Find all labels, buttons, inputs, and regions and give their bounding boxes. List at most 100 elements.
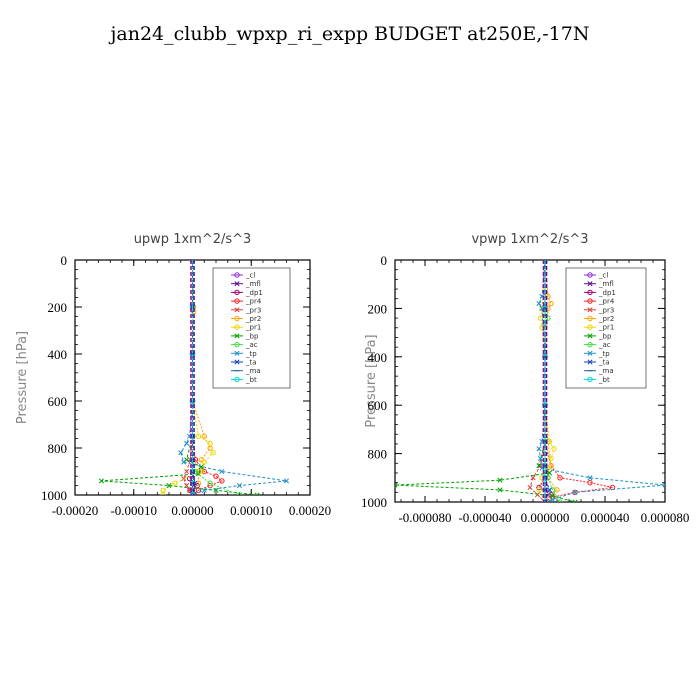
legend: _cl_mfl_dp1_pr4_pr3_pr2_pr1_bp_ac_tp_ta_… (565, 267, 647, 389)
legend-marker (587, 376, 593, 383)
legend-marker (587, 307, 593, 313)
series-point (201, 459, 207, 465)
series-point (98, 478, 104, 484)
series-point (213, 473, 219, 479)
series-point (542, 260, 548, 263)
series-point (172, 480, 178, 486)
legend-label: _bt (598, 376, 610, 384)
series-point (546, 487, 553, 493)
x-tick-label: 0.00000 (171, 503, 213, 518)
legend-label: _tp (245, 350, 257, 358)
legend-label: _pr2 (598, 315, 614, 323)
chart-panel-2: vpwp 1xm^2/s^3 Pressure [hPa] -0.000080 -0.… (361, 232, 689, 525)
series-point (236, 492, 243, 495)
plot-area (395, 260, 665, 502)
y-tick-label: 400 (368, 350, 388, 365)
legend-label: _pr4 (598, 298, 615, 306)
legend-marker (234, 289, 240, 296)
legend-marker (234, 350, 240, 356)
legend-marker (587, 359, 593, 365)
series-point (201, 468, 207, 475)
legend-label: _ac (598, 341, 611, 349)
legend-marker (234, 333, 240, 339)
legend-marker (587, 315, 593, 322)
legend-label: _pr3 (598, 306, 614, 314)
series-point (536, 446, 542, 452)
series-point (545, 315, 551, 321)
y-tick-label: 0 (61, 253, 68, 268)
series-point (536, 487, 542, 493)
legend-box (565, 267, 647, 389)
panels: upwp 1xm^2/s^3 Pressure [hPa] -0.00020 -0.0… (15, 232, 689, 525)
legend-marker (587, 298, 593, 304)
series-point (184, 440, 190, 446)
legend-box (212, 267, 291, 389)
series-point (662, 482, 665, 488)
series-point (198, 464, 204, 470)
series-point (537, 455, 544, 461)
series-point (283, 478, 290, 484)
series-point (178, 450, 184, 456)
legend-marker (234, 324, 240, 330)
series-point (572, 499, 578, 502)
legend-label: _cl (245, 272, 255, 280)
legend-label: _pr2 (245, 315, 261, 323)
legend-label: _ma (245, 367, 261, 375)
legend-marker (587, 289, 593, 296)
legend-label: _bp (245, 332, 259, 340)
series-point (549, 487, 556, 493)
series-point (210, 450, 216, 456)
series-point (195, 433, 202, 439)
series-point (549, 497, 556, 502)
series-point (587, 475, 593, 481)
series-point (537, 315, 544, 321)
legend-label: _ta (598, 359, 610, 367)
legend-label: _pr1 (598, 324, 614, 332)
legend-label: _cl (598, 272, 608, 280)
series-point (207, 480, 213, 486)
legend-marker (234, 281, 240, 287)
series-point (548, 300, 554, 307)
figure-title: jan24_clubb_wpxp_ri_expp BUDGET at250E,-… (108, 23, 589, 45)
legend-marker (587, 324, 593, 330)
legend-label: _dp1 (245, 289, 263, 297)
legend-marker (234, 315, 240, 322)
legend-label: _mfl (245, 280, 261, 288)
legend-label: _dp1 (598, 289, 616, 297)
series-point (530, 475, 536, 481)
series-point (189, 304, 196, 310)
legend-label: _ac (245, 341, 258, 349)
series-line (538, 260, 555, 502)
y-tick-label: 200 (48, 300, 68, 315)
legend-marker (587, 281, 593, 287)
x-tick-label: 0.000040 (581, 510, 630, 525)
legend-marker (234, 376, 240, 383)
panel-title: upwp 1xm^2/s^3 (134, 232, 252, 247)
series-point (166, 483, 172, 489)
series-point (201, 487, 207, 493)
y-tick-label: 1000 (41, 488, 67, 503)
legend-label: _pr3 (245, 306, 261, 314)
legend-label: _ta (245, 359, 257, 367)
x-tick-label: -0.000080 (398, 510, 451, 525)
legend-marker (587, 333, 593, 339)
y-tick-label: 200 (368, 301, 388, 316)
series-point (527, 484, 533, 491)
y-axis-label: Pressure [hPa] (15, 331, 30, 424)
series-line (395, 260, 576, 502)
series-point (201, 433, 207, 439)
chart-panel-1: upwp 1xm^2/s^3 Pressure [hPa] -0.00020 -0.0… (15, 232, 331, 518)
series-point (534, 492, 541, 498)
series-point (551, 446, 557, 452)
y-tick-label: 600 (48, 394, 68, 409)
series-point (497, 487, 503, 493)
plot-area (98, 260, 290, 495)
x-tick-label: 0.000080 (641, 510, 690, 525)
series-point (189, 260, 196, 263)
series-point (497, 477, 503, 483)
legend-marker (587, 350, 593, 356)
x-tick-label: 0.00010 (230, 503, 272, 518)
x-tick-label: 0.000000 (521, 510, 570, 525)
plot-frame (394, 259, 666, 503)
legend-label: _pr4 (245, 298, 262, 306)
